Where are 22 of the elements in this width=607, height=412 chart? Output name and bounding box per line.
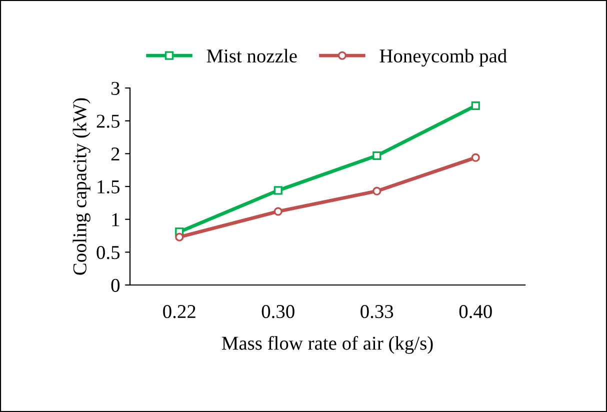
x-axis-title: Mass flow rate of air (kg/s): [222, 336, 433, 354]
x-tick-label: 0.33: [360, 305, 394, 318]
y-tick-label: 0: [111, 278, 120, 292]
y-tick-label: 1: [112, 213, 120, 226]
legend-label: Mist nozzle: [206, 48, 297, 63]
y-tick-label: 2.5: [96, 114, 120, 128]
point: [372, 151, 382, 160]
point: [175, 232, 184, 242]
y-tick-label: 0.5: [96, 246, 120, 260]
y-tick-label: 2: [111, 148, 120, 160]
legend-label: Honeycomb pad: [380, 48, 507, 67]
x-tick-label: 0.40: [459, 305, 492, 318]
y-tick-label: 1.5: [98, 180, 120, 194]
x-tick-label: 0.22: [163, 305, 196, 318]
y-tick-label: 3: [111, 82, 120, 95]
point: [471, 101, 480, 110]
point: [471, 153, 480, 162]
point: [274, 186, 282, 195]
y-axis-title: Cooling capacity (kW): [72, 98, 90, 275]
x-tick-label: 0.30: [262, 305, 294, 318]
point: [372, 186, 382, 196]
point: [274, 207, 282, 216]
